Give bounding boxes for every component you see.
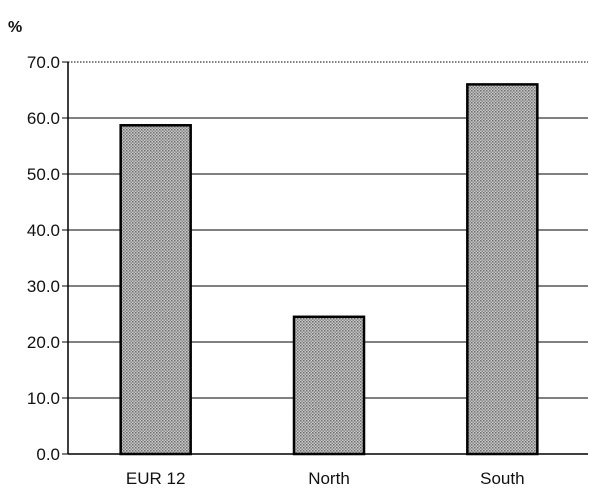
- y-tick-label: 20.0: [27, 333, 60, 352]
- x-tick-label: EUR 12: [126, 469, 186, 488]
- y-tick-label: 40.0: [27, 221, 60, 240]
- y-tick-label: 70.0: [27, 53, 60, 72]
- y-tick-label: 60.0: [27, 109, 60, 128]
- x-axis-labels: EUR 12 North South: [126, 469, 525, 488]
- y-tick-label: 50.0: [27, 165, 60, 184]
- bar: [466, 83, 539, 456]
- x-tick-label: North: [308, 469, 350, 488]
- y-axis-ticks: 0.0 10.0 20.0 30.0 40.0 50.0 60.0 70.0: [27, 53, 68, 464]
- y-tick-label: 0.0: [36, 445, 60, 464]
- bar: [119, 124, 192, 456]
- bar: [292, 315, 366, 456]
- y-tick-label: 10.0: [27, 389, 60, 408]
- bars: [119, 83, 539, 456]
- y-unit-label: %: [8, 19, 22, 36]
- x-tick-label: South: [480, 469, 524, 488]
- y-tick-label: 30.0: [27, 277, 60, 296]
